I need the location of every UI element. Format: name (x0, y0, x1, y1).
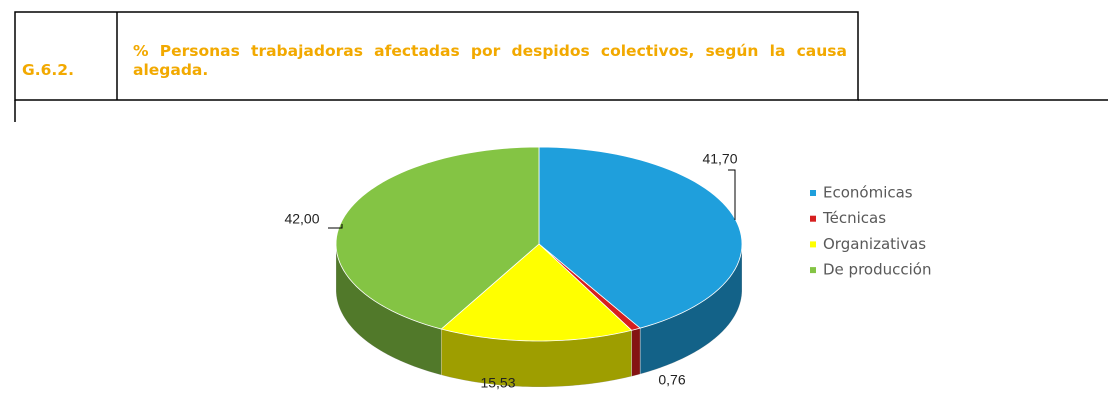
slice (440, 243, 633, 342)
legend-swatch (810, 215, 816, 222)
legend-swatch (810, 267, 816, 274)
data-label: 42,00 (284, 211, 319, 227)
legend-swatch (810, 190, 816, 196)
slice-side-shade (640, 244, 742, 375)
slice (538, 243, 641, 331)
data-label: 0,76 (658, 372, 685, 388)
slice-side-shade (441, 329, 632, 387)
figure-number: G.6.2. (22, 61, 74, 79)
chart-title: % Personas trabajadoras afectadas por de… (133, 42, 847, 79)
legend-label: Técnicas (822, 209, 886, 227)
slice (335, 146, 540, 330)
legend-swatch (810, 241, 816, 248)
leader-line (328, 224, 343, 229)
slice-side-shade (631, 328, 641, 377)
header-box (14, 11, 859, 101)
data-label: 15,53 (480, 375, 515, 391)
legend-label: Económicas (823, 184, 913, 202)
legend-label: Organizativas (823, 235, 926, 253)
leader-line (728, 169, 736, 220)
data-label: 41,70 (702, 151, 737, 167)
legend-label: De producción (823, 261, 931, 279)
